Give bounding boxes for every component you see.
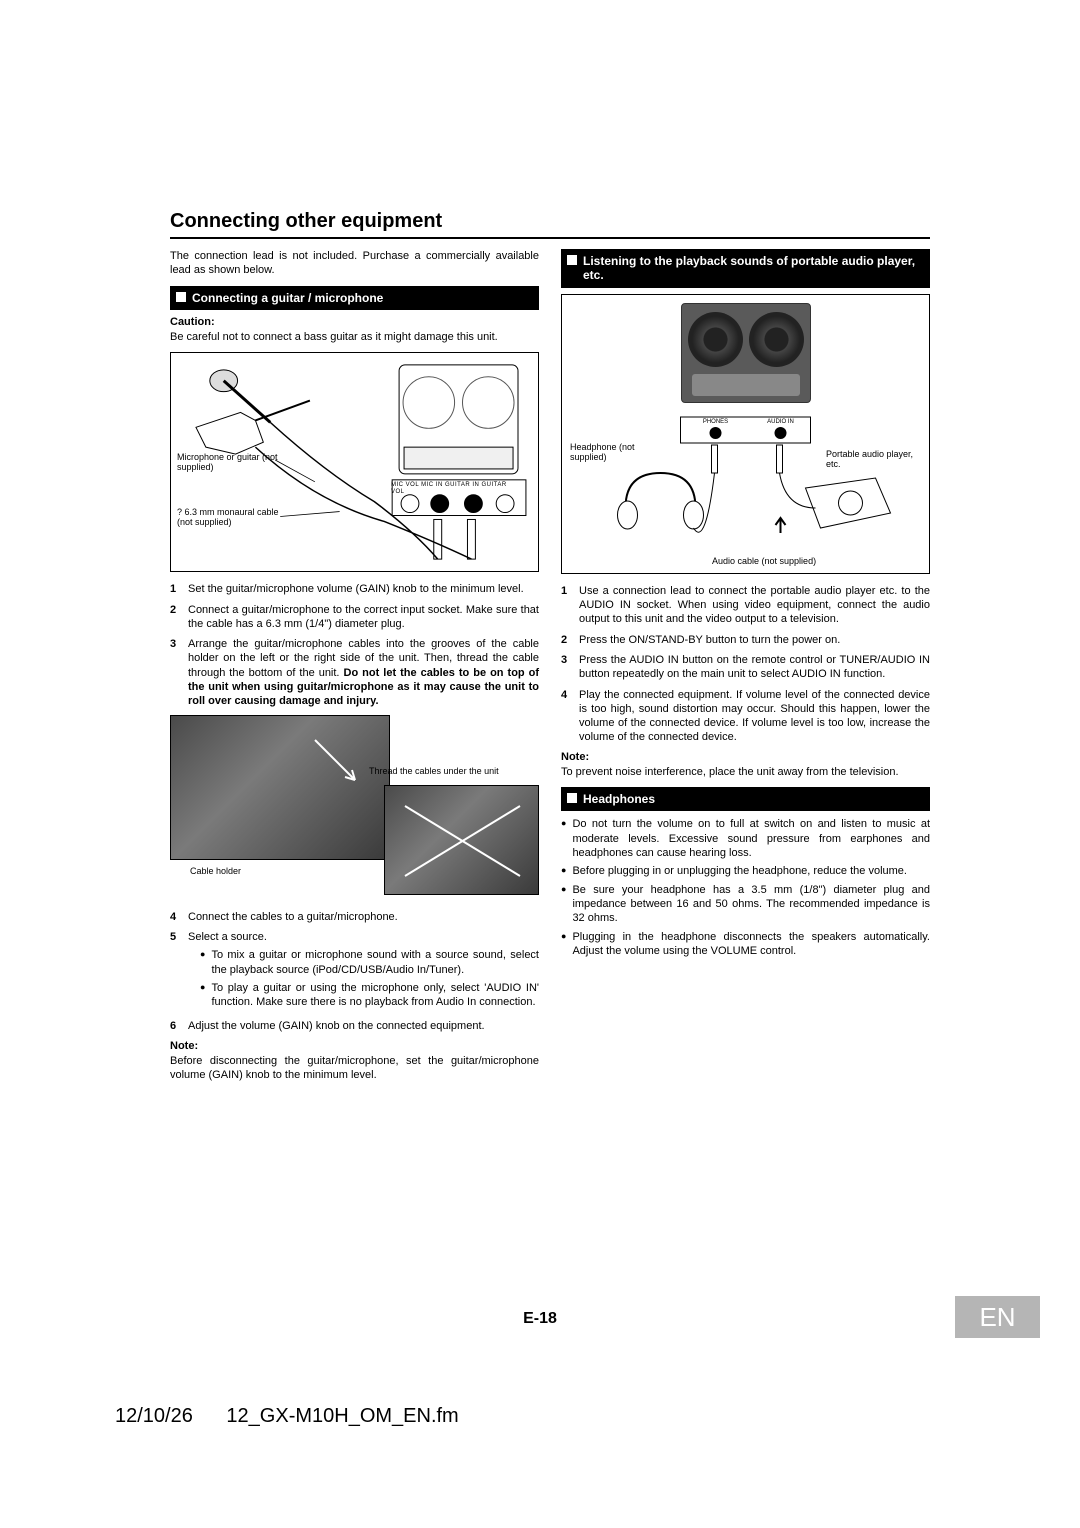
fig-label-player: Portable audio player, etc.	[826, 450, 921, 470]
square-icon	[567, 255, 577, 265]
note-text: Before disconnecting the guitar/micropho…	[170, 1054, 539, 1083]
r-step-1: Use a connection lead to connect the por…	[561, 584, 930, 627]
steps-list-1: Set the guitar/microphone volume (GAIN) …	[170, 582, 539, 708]
fig-label-cable: ? 6.3 mm monaural cable (not supplied)	[177, 508, 287, 528]
section-headphones: Headphones	[561, 787, 930, 811]
footer: 12/10/26 12_GX-M10H_OM_EN.fm	[115, 1405, 459, 1428]
step-6: Adjust the volume (GAIN) knob on the con…	[170, 1019, 539, 1033]
step-5: Select a source. To mix a guitar or micr…	[170, 930, 539, 1013]
right-column: Listening to the playback sounds of port…	[561, 249, 930, 1090]
r-step-3: Press the AUDIO IN button on the remote …	[561, 653, 930, 682]
note-label-right: Note:	[561, 751, 930, 763]
fig-label-audiocable: Audio cable (not supplied)	[712, 557, 892, 567]
step-1: Set the guitar/microphone volume (GAIN) …	[170, 582, 539, 596]
step5-bullet-1: To mix a guitar or microphone sound with…	[200, 948, 539, 977]
device-top-view	[681, 303, 811, 403]
page-number: E-18	[523, 1310, 557, 1328]
step-2: Connect a guitar/microphone to the corre…	[170, 603, 539, 632]
note-label: Note:	[170, 1040, 539, 1052]
section-title: Headphones	[583, 792, 655, 806]
caution-text: Be careful not to connect a bass guitar …	[170, 330, 539, 344]
figure-audio-player-connection: PHONES AUDIO IN	[561, 294, 930, 574]
svg-text:PHONES: PHONES	[703, 419, 728, 425]
r-step-2: Press the ON/STAND-BY button to turn the…	[561, 633, 930, 647]
fig-label-holder: Cable holder	[190, 867, 241, 877]
left-column: The connection lead is not included. Pur…	[170, 249, 539, 1090]
fig-label-thread: Thread the cables under the unit	[369, 767, 539, 777]
fig-label-mic-guitar: Microphone or guitar (not supplied)	[177, 453, 287, 473]
square-icon	[176, 292, 186, 302]
section-title: Connecting a guitar / microphone	[192, 291, 383, 305]
steps-list-2: Connect the cables to a guitar/microphon…	[170, 910, 539, 1034]
section-connecting-guitar-mic: Connecting a guitar / microphone	[170, 286, 539, 310]
step5-bullet-2: To play a guitar or using the microphone…	[200, 981, 539, 1010]
intro-text: The connection lead is not included. Pur…	[170, 249, 539, 278]
svg-text:AUDIO IN: AUDIO IN	[767, 419, 794, 425]
section-listening-playback: Listening to the playback sounds of port…	[561, 249, 930, 288]
figure-cable-routing: Thread the cables under the unit Cable h…	[170, 715, 539, 900]
fig-label-jacks: MIC VOL MIC IN GUITAR IN GUITAR VOL	[391, 482, 521, 495]
section-title: Listening to the playback sounds of port…	[583, 254, 922, 283]
footer-date: 12/10/26	[115, 1405, 193, 1427]
language-tab: EN	[955, 1296, 1040, 1338]
fig-label-headphone: Headphone (not supplied)	[570, 443, 660, 463]
hp-bullet-4: Plugging in the headphone disconnects th…	[561, 930, 930, 959]
page-title: Connecting other equipment	[170, 210, 930, 239]
step-3: Arrange the guitar/microphone cables int…	[170, 637, 539, 708]
footer-filename: 12_GX-M10H_OM_EN.fm	[226, 1405, 458, 1427]
note-text-right: To prevent noise interference, place the…	[561, 765, 930, 779]
hp-bullet-2: Before plugging in or unplugging the hea…	[561, 864, 930, 878]
figure-guitar-mic-connection: Microphone or guitar (not supplied) ? 6.…	[170, 352, 539, 572]
hp-bullet-1: Do not turn the volume on to full at swi…	[561, 817, 930, 860]
headphone-bullets: Do not turn the volume on to full at swi…	[561, 817, 930, 958]
step-4: Connect the cables to a guitar/microphon…	[170, 910, 539, 924]
r-step-4: Play the connected equipment. If volume …	[561, 688, 930, 745]
square-icon	[567, 793, 577, 803]
caution-label: Caution:	[170, 316, 539, 328]
hp-bullet-3: Be sure your headphone has a 3.5 mm (1/8…	[561, 883, 930, 926]
steps-list-right: Use a connection lead to connect the por…	[561, 584, 930, 745]
